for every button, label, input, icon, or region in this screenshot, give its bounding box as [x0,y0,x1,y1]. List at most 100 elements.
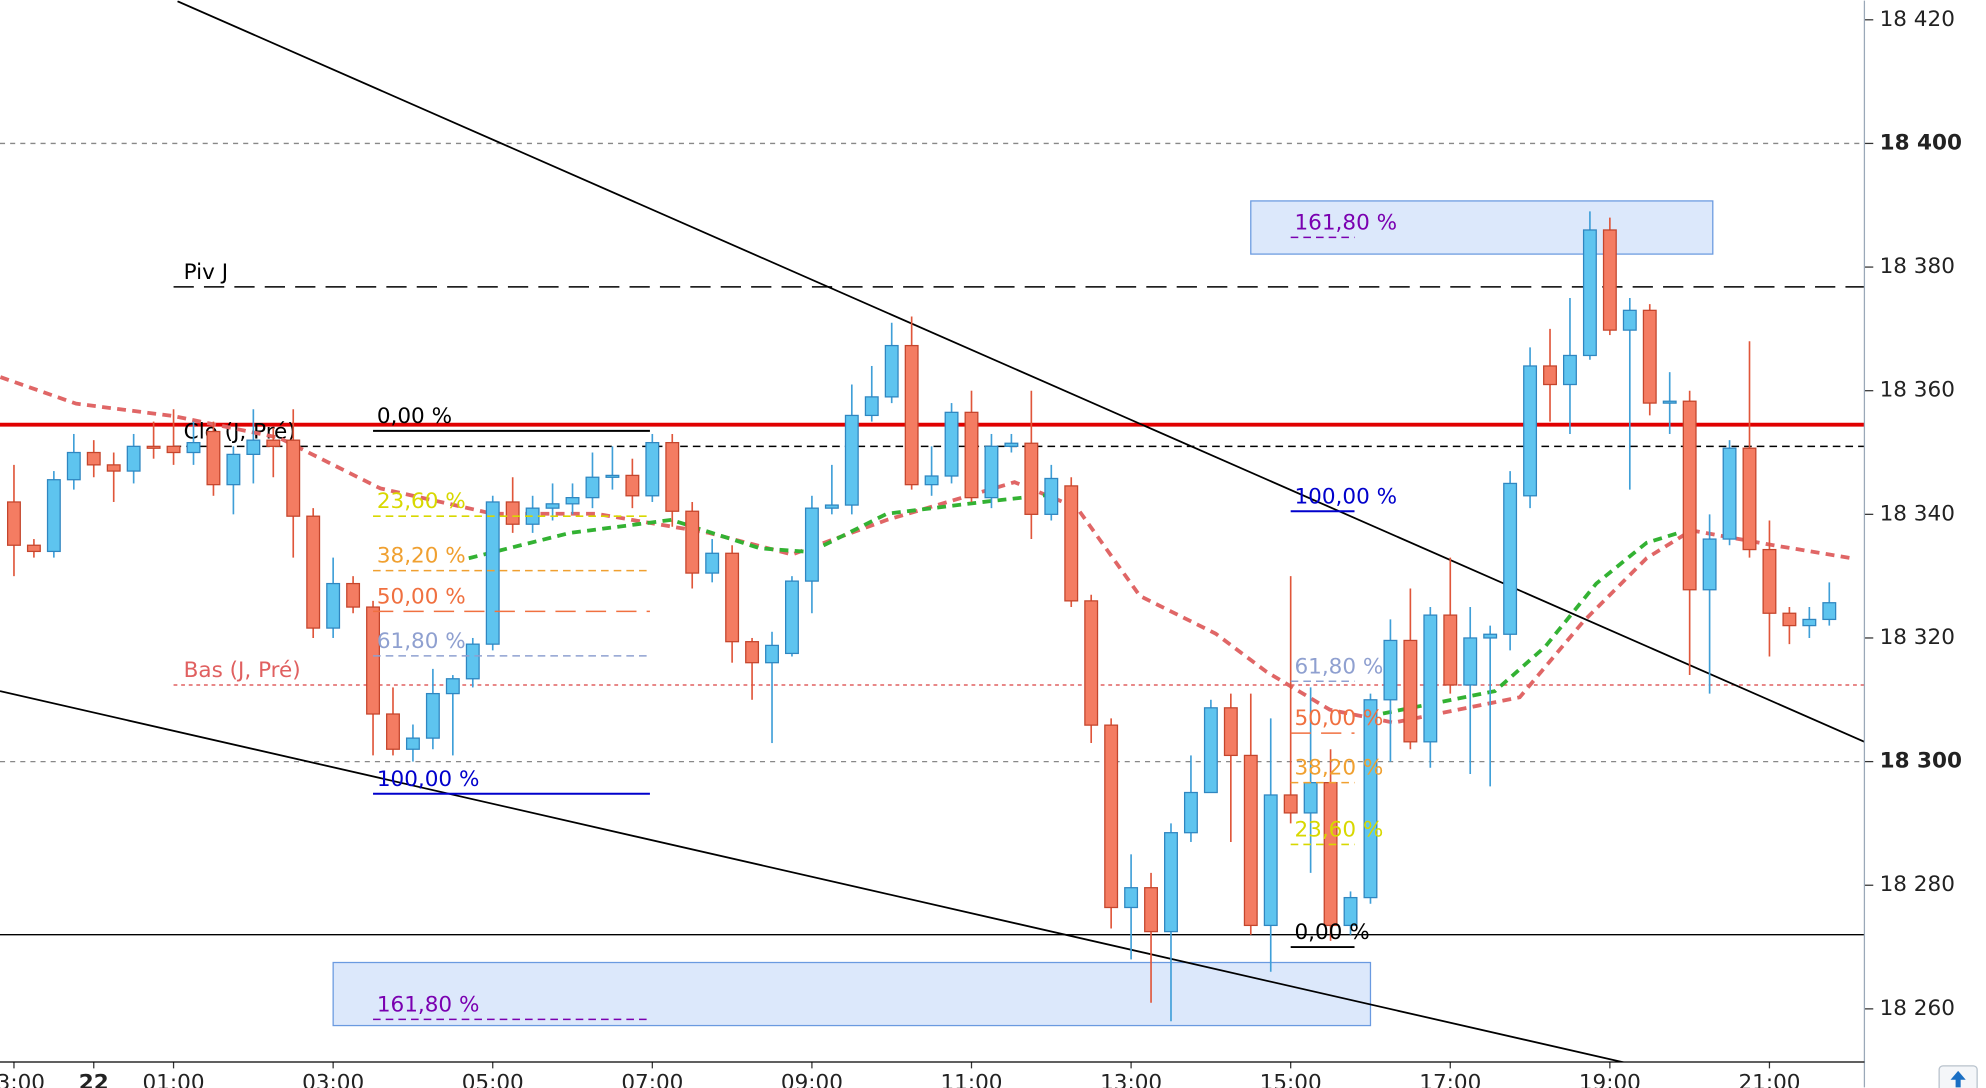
candle-body [346,582,361,608]
candle-body [1762,548,1777,614]
candle-body [266,439,281,447]
candle-body [685,510,700,574]
y-tick-label: 18 420 [1880,7,1955,32]
fib-label: 61,80 % [1294,654,1383,679]
candle-body [1064,485,1079,602]
candle-body [166,445,181,454]
y-tick-label: 18 380 [1880,254,1955,279]
x-tick-label: 09:00 [781,1071,843,1088]
x-tick-label: 01:00 [143,1071,205,1088]
y-tick-label: 18 260 [1880,996,1955,1021]
candle-body [505,501,520,525]
candle-body [1164,832,1178,933]
moving-average [468,492,1680,719]
candle-body [465,643,480,680]
candle-body [485,501,500,645]
candle-body [1782,612,1797,627]
x-tick-label: 21:00 [1738,1071,1800,1088]
candle-body [1463,637,1478,686]
candle-body [585,476,600,499]
candle-body [1044,477,1059,515]
x-tick-label: 07:00 [621,1071,683,1088]
x-tick-label: 22 [79,1071,109,1088]
candle-body [725,552,740,643]
candle-body [705,552,720,574]
x-tick-label: 15:00 [1260,1071,1322,1088]
candle-body [126,445,141,472]
candle-body [1822,602,1837,621]
candle-body [1523,365,1538,497]
scroll-button-icon[interactable] [1950,1070,1966,1088]
x-tick-label: 05:00 [462,1071,524,1088]
candle-body [1722,447,1737,540]
candle-body [1323,781,1338,927]
level-label: Piv J [184,260,228,285]
candle-body [146,445,161,449]
candle-body [1383,639,1398,701]
candle-body [924,475,939,486]
x-tick-label: 13:00 [1100,1071,1162,1088]
candle-body [1682,400,1697,591]
candle-body [645,441,660,497]
y-tick-label: 18 400 [1880,130,1962,155]
candle-body [1104,724,1119,909]
scroll-button[interactable] [1938,1065,1978,1088]
level-label: Bas (J, Pré) [184,658,301,683]
candle-body [1423,614,1438,743]
candle-body [1802,618,1817,627]
candle-body [784,580,799,655]
y-tick-label: 18 360 [1880,378,1955,403]
candle-body [86,451,101,466]
fib-label: 61,80 % [377,629,466,654]
candle-body [1024,442,1039,515]
candle-body [1343,896,1358,927]
fib-label: 38,20 % [377,544,466,569]
candle-body [1363,699,1378,899]
y-tick-label: 18 300 [1880,749,1962,774]
candle-body [366,606,381,715]
candle-body [405,737,420,750]
candle-body [306,515,321,629]
candle-body [745,641,760,664]
y-tick-label: 18 320 [1880,625,1955,650]
candle-body [545,503,560,509]
fib-label: 0,00 % [377,404,452,429]
x-tick-label: 19:00 [1579,1071,1641,1088]
candle-body [1702,538,1717,591]
candle-body [1582,229,1597,357]
candle-body [1483,633,1498,639]
candle-body [246,439,261,456]
x-tick-label: 17:00 [1419,1071,1481,1088]
x-tick-label: 23:00 [0,1071,45,1088]
candle-body [1602,229,1617,331]
candle-body [904,344,919,486]
fib-label: 100,00 % [377,767,480,792]
candle-body [206,430,221,486]
fib-label: 50,00 % [377,584,466,609]
candle-body [1144,887,1159,933]
fib-box [332,961,1372,1027]
candle-body [286,439,301,517]
candle-body [1203,707,1218,794]
candle-body [106,464,121,472]
x-tick-label: 03:00 [302,1071,364,1088]
candle-body [1642,309,1657,404]
candle-body [844,414,859,506]
axes: 18 260 18 280 18 300 18 320 18 340 18 360 18 3… [0,7,1962,1088]
fib-label: 23,60 % [1294,818,1383,843]
fib-box [1250,200,1714,255]
candle-body [1622,309,1637,331]
candle-body [1742,447,1757,551]
candle-body [186,441,201,454]
candle-body [1283,794,1298,814]
candle-body [66,451,81,481]
candle-body [1004,442,1019,447]
candle-body [226,453,241,486]
fib-label: 161,80 % [1294,210,1397,235]
candle-body [1263,794,1278,927]
candle-body [1084,600,1099,726]
candle-body [1223,707,1238,757]
